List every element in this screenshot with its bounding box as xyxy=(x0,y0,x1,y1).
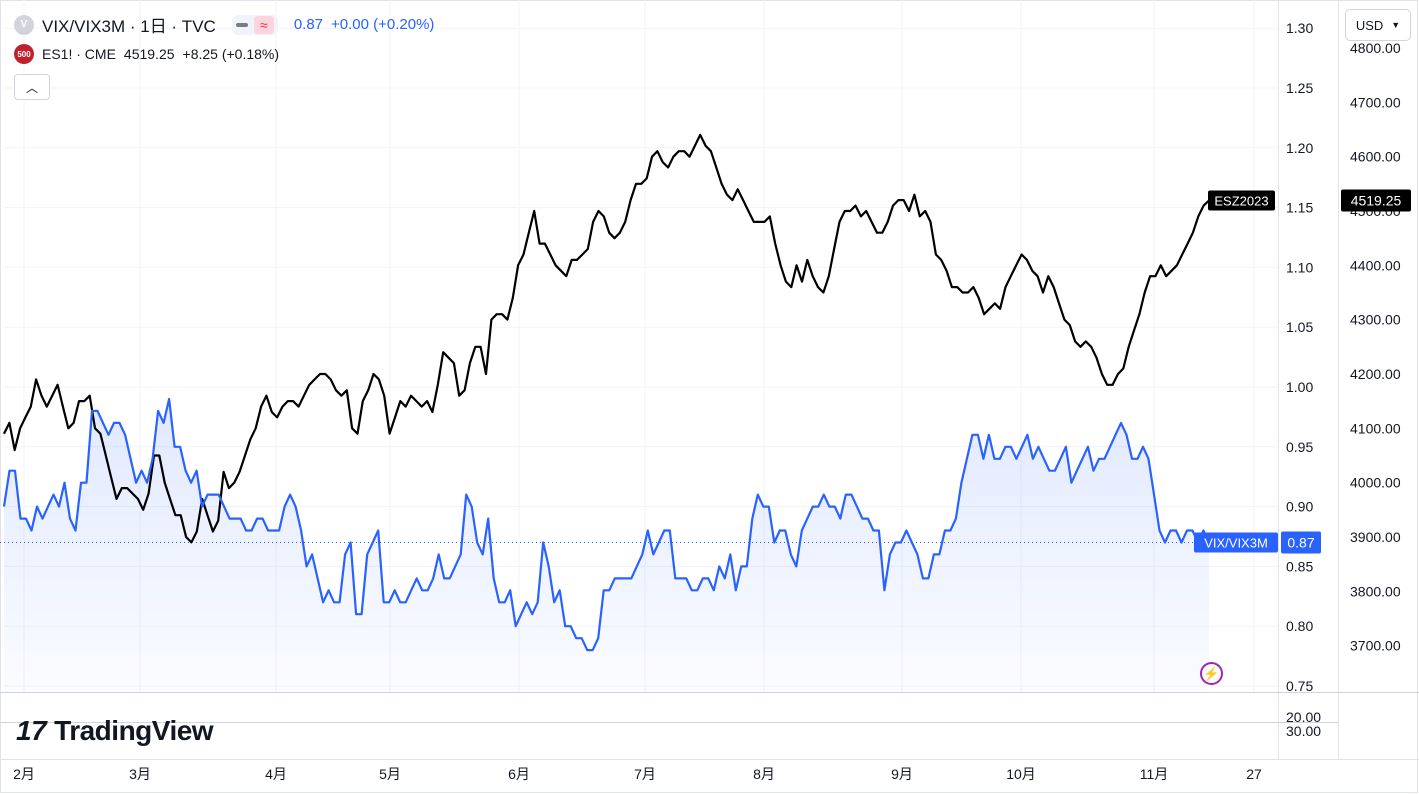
main-series-change: +0.00 (+0.20%) xyxy=(331,16,435,33)
far-right-axis-tick: 3900.00 xyxy=(1350,529,1401,545)
far-right-axis-tick: 4600.00 xyxy=(1350,149,1401,165)
volume-axis-tick: 30.00 xyxy=(1286,723,1321,739)
far-right-axis-tick: 3800.00 xyxy=(1350,583,1401,599)
main-series-title: VIX/VIX3M · 1日 · TVC xyxy=(42,17,216,36)
sp500-symbol-badge: 500 xyxy=(14,44,34,64)
right-axis-tick: 0.90 xyxy=(1286,499,1313,515)
right-axis-tick: 0.85 xyxy=(1286,558,1313,574)
tradingview-logo[interactable]: 17 TradingView xyxy=(16,715,214,746)
main-series-value: 0.87 xyxy=(293,16,324,33)
es-name-tag: ESZ2023 xyxy=(1214,194,1268,209)
vix-price-tag-bg xyxy=(1281,531,1321,554)
right-axis-tick: 1.30 xyxy=(1286,20,1313,36)
far-right-axis-tick: 4300.00 xyxy=(1350,312,1401,328)
far-right-axis-tick: 4200.00 xyxy=(1350,366,1401,382)
es-price-tag: 4519.25 xyxy=(1351,193,1402,209)
logo-text: TradingView xyxy=(54,715,214,746)
chevron-up-icon: ︿ xyxy=(25,80,38,95)
vix-series-line xyxy=(2,397,1210,652)
right-axis-tick: 1.15 xyxy=(1286,200,1313,216)
right-axis-tick: 1.25 xyxy=(1286,80,1313,96)
x-axis-label: 5月 xyxy=(379,766,401,782)
vix-name-tag-bg xyxy=(1194,532,1278,553)
right-axis-tick: 0.80 xyxy=(1286,618,1313,634)
x-axis-label: 10月 xyxy=(1006,766,1036,782)
x-axis-label: 8月 xyxy=(753,766,775,782)
compare-series-symbol: ES1! · CME xyxy=(42,46,116,62)
chevron-down-icon: ▼ xyxy=(1391,20,1401,30)
collapse-legend-button[interactable]: ︿ xyxy=(14,74,50,100)
wave-icon[interactable]: ≈ xyxy=(253,15,274,34)
far-right-axis-tick: 4800.00 xyxy=(1350,40,1401,56)
x-axis-label: 7月 xyxy=(634,766,656,782)
right-axis-tick: 1.00 xyxy=(1286,379,1313,395)
right-axis-tick: 1.05 xyxy=(1286,319,1313,335)
x-axis-label: 2月 xyxy=(13,766,35,782)
es-series-line xyxy=(3,133,1210,544)
vix-symbol-badge: V xyxy=(14,14,34,35)
far-right-axis-tick: 4700.00 xyxy=(1350,94,1401,110)
right-axis-tick: 1.20 xyxy=(1286,140,1313,156)
x-axis-label: 3月 xyxy=(129,766,151,782)
compare-series-legend[interactable]: 500 ES1! · CME 4519.25 +8.25 (+0.18%) xyxy=(14,44,279,64)
tradingview-logo-icon: 17 xyxy=(16,715,47,746)
vix-price-tag: 0.87 xyxy=(1287,534,1314,550)
far-right-axis-tick: 4400.00 xyxy=(1350,257,1401,273)
x-axis-label: 27 xyxy=(1246,766,1262,782)
series-toggle-pill[interactable]: ≈ xyxy=(231,14,278,35)
far-right-axis-tick: 4000.00 xyxy=(1350,475,1401,491)
volume-axis-tick: 20.00 xyxy=(1286,709,1321,725)
far-right-axis-tick: 4100.00 xyxy=(1350,420,1401,436)
right-axis-tick: 0.95 xyxy=(1286,439,1313,455)
currency-label: USD xyxy=(1355,17,1384,33)
vix-area-fill xyxy=(4,399,1209,692)
compare-series-value: 4519.25 xyxy=(123,46,175,62)
compare-series-change: +8.25 (+0.18%) xyxy=(182,46,280,62)
currency-selector[interactable]: USD ▼ xyxy=(1345,9,1411,41)
es-name-tag-bg xyxy=(1208,190,1275,211)
lightning-icon[interactable]: ⚡ xyxy=(1200,662,1223,685)
vix-name-tag: VIX/VIX3M xyxy=(1204,535,1268,550)
right-axis-tick: 0.75 xyxy=(1286,678,1313,694)
x-axis-label: 6月 xyxy=(508,766,530,782)
es-price-tag-bg xyxy=(1341,189,1411,212)
main-series-legend[interactable]: V VIX/VIX3M · 1日 · TVC ≈ 0.87 +0.00 (+0.… xyxy=(14,12,434,37)
hide-indicator-icon[interactable] xyxy=(235,22,248,27)
x-axis-label: 4月 xyxy=(265,766,287,782)
right-axis-tick: 1.10 xyxy=(1286,259,1313,275)
x-axis-label: 11月 xyxy=(1140,766,1169,782)
far-right-axis-tick: 3700.00 xyxy=(1350,638,1401,654)
x-axis-label: 9月 xyxy=(891,766,913,782)
